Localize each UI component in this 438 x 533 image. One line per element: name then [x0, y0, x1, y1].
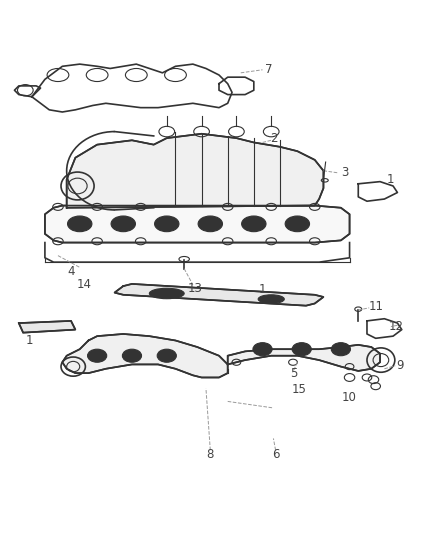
Ellipse shape — [111, 216, 135, 232]
Ellipse shape — [331, 343, 350, 356]
Text: 12: 12 — [389, 320, 404, 333]
Text: 8: 8 — [207, 448, 214, 461]
Text: 9: 9 — [397, 359, 404, 372]
Text: 5: 5 — [290, 367, 297, 379]
Ellipse shape — [258, 295, 284, 303]
Text: 1: 1 — [387, 173, 395, 186]
Ellipse shape — [149, 288, 184, 298]
Text: 10: 10 — [342, 391, 357, 403]
Ellipse shape — [155, 216, 179, 232]
Polygon shape — [67, 134, 323, 208]
Text: 1: 1 — [259, 283, 266, 296]
Ellipse shape — [88, 349, 107, 362]
Text: 3: 3 — [342, 166, 349, 180]
Polygon shape — [115, 284, 323, 305]
Polygon shape — [19, 321, 75, 333]
Text: 11: 11 — [369, 300, 384, 313]
Text: 6: 6 — [272, 448, 279, 461]
Text: 2: 2 — [270, 133, 277, 146]
Polygon shape — [228, 345, 380, 371]
Ellipse shape — [292, 343, 311, 356]
Ellipse shape — [67, 216, 92, 232]
Text: 7: 7 — [265, 63, 273, 76]
Ellipse shape — [253, 343, 272, 356]
Ellipse shape — [157, 349, 177, 362]
Ellipse shape — [285, 216, 310, 232]
Text: 14: 14 — [77, 278, 92, 291]
Polygon shape — [45, 206, 350, 243]
Text: 1: 1 — [26, 334, 33, 347]
Ellipse shape — [242, 216, 266, 232]
Ellipse shape — [122, 349, 141, 362]
Text: 15: 15 — [292, 383, 307, 395]
Text: 4: 4 — [67, 265, 75, 278]
Text: 13: 13 — [187, 282, 202, 295]
Polygon shape — [62, 334, 228, 377]
Ellipse shape — [198, 216, 223, 232]
